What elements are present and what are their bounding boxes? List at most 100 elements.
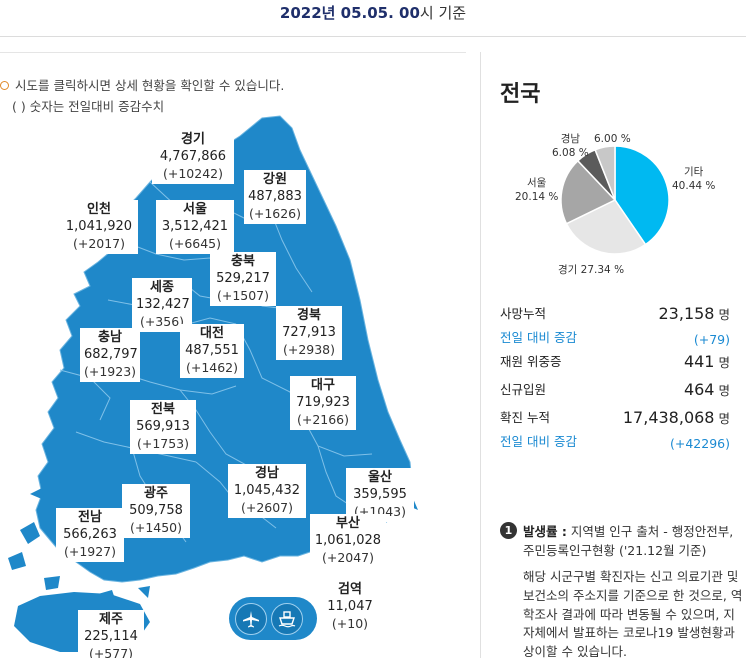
stat-confirmed-total: 확진 누적 17,438,068 명	[500, 408, 730, 427]
korea-map	[8, 115, 418, 652]
region-name: 제주	[99, 612, 123, 627]
region-name: 경남	[255, 466, 279, 481]
stat-new-admission: 신규입원 464 명	[500, 380, 730, 399]
region-count: 1,045,432	[233, 482, 301, 498]
airplane-icon[interactable]	[235, 603, 267, 635]
region-delta: (+2607)	[240, 499, 294, 515]
region-count: 566,263	[63, 526, 117, 542]
region-incheon[interactable]: 인천 1,041,920 (+2017)	[60, 200, 138, 255]
region-name: 인천	[87, 202, 111, 217]
region-name: 광주	[144, 486, 168, 501]
stat-death-delta: 전일 대비 증감 (+79)	[500, 330, 730, 347]
notice-line-2: ( ) 숫자는 전일대비 증감수치	[12, 99, 165, 114]
region-delta: (+10)	[331, 615, 369, 631]
region-jeonnam[interactable]: 전남 566,263 (+1927)	[56, 508, 124, 563]
region-gyeonggi[interactable]: 경기 4,767,866 (+10242)	[152, 130, 234, 185]
pie-slice-gyeonggi	[565, 199, 647, 255]
stat-critical: 재원 위중증 441 명	[500, 352, 730, 371]
region-count: 529,217	[216, 270, 270, 286]
panel-title: 전국	[500, 82, 541, 107]
pie-label-seoul: 서울 20.14 %	[515, 177, 559, 204]
region-name: 서울	[183, 202, 207, 217]
region-chungbuk[interactable]: 충북 529,217 (+1507)	[210, 252, 276, 307]
stat-death-total: 사망누적 23,158 명	[500, 304, 730, 323]
region-count: 682,797	[84, 346, 138, 362]
region-name: 검역	[338, 582, 362, 597]
region-sejong[interactable]: 세종 132,427 (+356)	[132, 278, 192, 333]
region-quarantine[interactable]: 검역 11,047 (+10)	[318, 580, 382, 635]
date-suffix: 시 기준	[419, 4, 467, 22]
region-count: 727,913	[282, 324, 336, 340]
region-busan[interactable]: 부산 1,061,028 (+2047)	[310, 514, 386, 569]
map-notice: 시도를 클릭하시면 상세 현황을 확인할 수 있습니다.	[0, 75, 284, 94]
region-gyeongbuk[interactable]: 경북 727,913 (+2938)	[276, 306, 342, 361]
region-name: 경북	[297, 308, 321, 323]
region-name: 경기	[181, 132, 205, 147]
region-name: 전북	[151, 402, 175, 417]
region-delta: (+1626)	[248, 205, 302, 221]
pie-label-busan: 6.00 %	[594, 133, 631, 145]
info-circle-icon	[0, 81, 9, 90]
region-name: 충남	[98, 330, 122, 345]
pie-slice-seoul	[560, 159, 617, 225]
header-divider	[0, 36, 746, 37]
region-delta: (+577)	[88, 645, 134, 658]
pie-slice-busan	[594, 145, 616, 201]
date-bold: 2022년 05.05. 00	[279, 4, 420, 22]
region-delta: (+10242)	[163, 165, 223, 181]
region-seoul[interactable]: 서울 3,512,421 (+6645)	[156, 200, 234, 255]
region-count: 569,913	[136, 418, 190, 434]
region-count: 509,758	[129, 502, 183, 518]
distribution-pie-chart	[560, 145, 670, 255]
region-daejeon[interactable]: 대전 487,551 (+1462)	[180, 324, 244, 379]
region-delta: (+2017)	[72, 235, 126, 251]
region-chungnam[interactable]: 충남 682,797 (+1923)	[80, 328, 140, 383]
region-count: 4,767,866	[159, 148, 227, 164]
region-delta: (+6645)	[168, 235, 222, 251]
region-delta: (+1923)	[84, 363, 137, 379]
region-name: 충북	[231, 254, 255, 269]
pie-label-gyeongnam: 경남 6.08 %	[552, 133, 589, 160]
region-jeju[interactable]: 제주 225,114 (+577)	[78, 610, 144, 658]
region-gyeongnam[interactable]: 경남 1,045,432 (+2607)	[228, 464, 306, 519]
region-delta: (+1753)	[136, 435, 190, 451]
region-name: 울산	[368, 470, 392, 485]
region-count: 225,114	[84, 628, 138, 644]
region-count: 1,061,028	[314, 532, 382, 548]
notice-line-1: 시도를 클릭하시면 상세 현황을 확인할 수 있습니다.	[15, 78, 285, 93]
region-count: 359,595	[353, 486, 407, 502]
quarantine-transport-pill[interactable]	[229, 597, 317, 640]
region-delta: (+1927)	[63, 543, 117, 559]
region-delta: (+1507)	[216, 287, 270, 303]
disclaimer-note: 해당 시군구별 확진자는 신고 의료기관 및 보건소의 주소지를 기준으로 한 …	[523, 569, 743, 658]
reference-datetime: 2022년 05.05. 00시 기준	[0, 2, 746, 23]
source-text: 발생률 : 지역별 인구 출처 - 행정안전부, 주민등록인구현황 ('21.1…	[523, 524, 734, 559]
region-jeonbuk[interactable]: 전북 569,913 (+1753)	[130, 400, 196, 455]
stat-confirmed-delta: 전일 대비 증감 (+42296)	[500, 434, 730, 451]
region-count: 3,512,421	[161, 218, 229, 234]
region-name: 대구	[311, 378, 335, 393]
panel-divider	[480, 52, 481, 658]
pie-label-gyeonggi: 경기 27.34 %	[558, 264, 625, 276]
map-divider	[0, 52, 466, 53]
region-delta: (+1462)	[185, 359, 239, 375]
region-count: 719,923	[296, 394, 350, 410]
region-delta: (+2166)	[296, 411, 350, 427]
region-count: 11,047	[327, 598, 373, 614]
region-gangwon[interactable]: 강원 487,883 (+1626)	[244, 170, 306, 225]
region-name: 전남	[78, 510, 102, 525]
region-delta: (+356)	[139, 313, 185, 329]
region-count: 487,883	[248, 188, 302, 204]
pie-label-other: 기타 40.44 %	[672, 166, 716, 193]
source-number-badge: 1	[500, 522, 517, 539]
region-delta: (+2938)	[282, 341, 336, 357]
region-name: 부산	[336, 516, 360, 531]
region-gwangju[interactable]: 광주 509,758 (+1450)	[122, 484, 190, 539]
region-delta: (+1450)	[129, 519, 183, 535]
region-name: 대전	[200, 326, 224, 341]
region-count: 1,041,920	[65, 218, 133, 234]
region-name: 강원	[263, 172, 287, 187]
region-name: 세종	[150, 280, 174, 295]
region-daegu[interactable]: 대구 719,923 (+2166)	[290, 376, 356, 431]
ship-icon[interactable]	[271, 603, 303, 635]
